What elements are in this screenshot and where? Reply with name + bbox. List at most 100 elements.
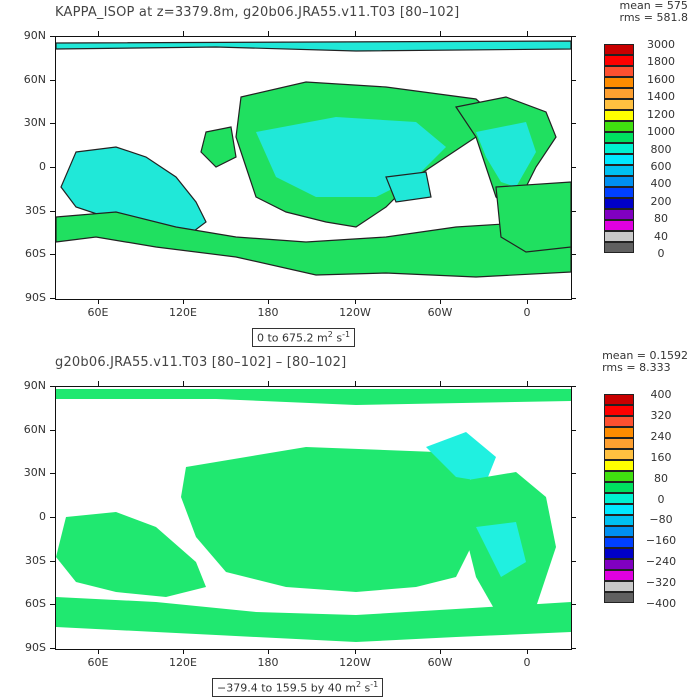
lon-tick [440,31,441,36]
colorbar-label: 1200 [647,107,675,121]
panel-stats: mean = 575 rms = 581.8 [619,0,688,24]
colorbar-swatch [604,405,634,416]
lat-tick [50,36,55,37]
lon-tick [527,381,528,386]
lon-tick-label: 180 [257,306,279,319]
lon-tick [98,31,99,36]
lat-tick [50,298,55,299]
lon-tick [98,649,99,654]
colorbar-label: 0 [657,492,665,506]
colorbar-swatch [604,515,634,526]
colorbar-swatch [604,132,634,143]
lon-tick [527,31,528,36]
atlantic-tropical-region [476,122,536,187]
map-frame [55,386,572,650]
colorbar-label: 320 [650,408,672,422]
lat-tick [571,386,576,387]
range-text: 0 to 675.2 m [257,331,328,345]
panel-title: KAPPA_ISOP at z=3379.8m, g20b06.JRA55.v1… [55,5,460,20]
lat-tick-label: 60N [23,72,46,86]
colorbar-swatch [604,165,634,176]
lat-tick [571,560,576,562]
colorbar-label: 400 [650,388,672,401]
lon-tick-label: 180 [257,656,279,669]
north-atlantic-secondary [426,432,496,482]
colorbar-swatch [604,416,634,427]
lat-tick [571,517,576,518]
lat-tick [50,517,55,518]
bottom-panel: g20b06.JRA55.v11.T03 [80–102] – [80–102]… [0,350,700,700]
lon-tick-label: 120E [169,656,197,669]
lat-tick [571,167,576,168]
colorbar-swatch [604,394,634,405]
lon-tick [183,649,184,654]
lat-tick [50,79,55,81]
colorbar-swatch [604,427,634,438]
lon-tick [355,381,356,386]
lat-tick [50,604,55,606]
colorbar-swatch [604,176,634,187]
lat-tick [50,429,55,431]
colorbar-label: 600 [650,159,672,173]
lon-tick [440,299,441,304]
indian-region [56,512,206,597]
lon-tick-label: 60W [427,656,453,669]
lon-tick [440,649,441,654]
southern-region [56,211,571,278]
lat-tick-label: 90N [23,29,46,42]
colorbar-swatch [604,559,634,570]
lon-tick-label: 60W [427,306,453,319]
colorbar-label: 200 [650,194,672,208]
colorbar-swatch [604,471,634,482]
colorbar-swatch [604,449,634,460]
map-plot [56,40,571,278]
colorbar-swatch [604,231,634,242]
colorbar-swatch [604,66,634,77]
colorbar-label: 80 [654,212,668,226]
colorbar-swatch [604,143,634,154]
colorbar-swatch [604,55,634,66]
lat-tick [571,254,576,256]
lon-tick [183,31,184,36]
arctic-region [56,40,571,52]
lon-tick [183,299,184,304]
colorbar-label: 1600 [647,72,675,86]
atlantic-secondary [476,522,526,577]
colorbar-swatch [604,482,634,493]
lon-tick [527,299,528,304]
lat-tick-label: 90S [25,291,46,304]
colorbar-swatch [604,220,634,231]
lon-tick [268,381,269,386]
colorbar-label: −240 [645,555,677,569]
lat-tick [571,36,576,37]
range-unit-exp: -1 [370,680,379,689]
colorbar-label: −160 [645,534,677,548]
lat-tick-label: 60N [23,422,46,436]
colorbar-swatch [604,537,634,548]
panel-stats: mean = 0.1592 rms = 8.333 [602,349,688,374]
colorbar-label: −320 [645,576,677,590]
lat-tick [50,167,55,168]
colorbar-swatch [604,88,634,99]
lat-tick-label: 30S [25,203,46,217]
lat-tick [50,210,55,212]
lat-tick [571,429,576,431]
lon-tick [98,381,99,386]
colorbar-swatch [604,581,634,592]
lat-tick [571,79,576,81]
lat-tick-label: 30S [25,553,46,567]
colorbar-swatch [604,77,634,88]
lat-tick-label: 30N [23,466,46,480]
range-text: −379.4 to 159.5 by 40 m [217,681,356,695]
range-box: −379.4 to 159.5 by 40 m2 s-1 [212,678,384,697]
colorbar-swatch [604,438,634,449]
lat-tick-label: 60S [25,597,46,611]
colorbar-label: 40 [654,229,668,243]
map-plot [56,389,571,642]
lon-tick [183,381,184,386]
colorbar-label: 800 [650,142,672,156]
colorbar-swatch [604,44,634,55]
colorbar-label: 1800 [647,55,675,69]
colorbar-swatch [604,242,634,253]
east-pacific-region [385,171,432,203]
